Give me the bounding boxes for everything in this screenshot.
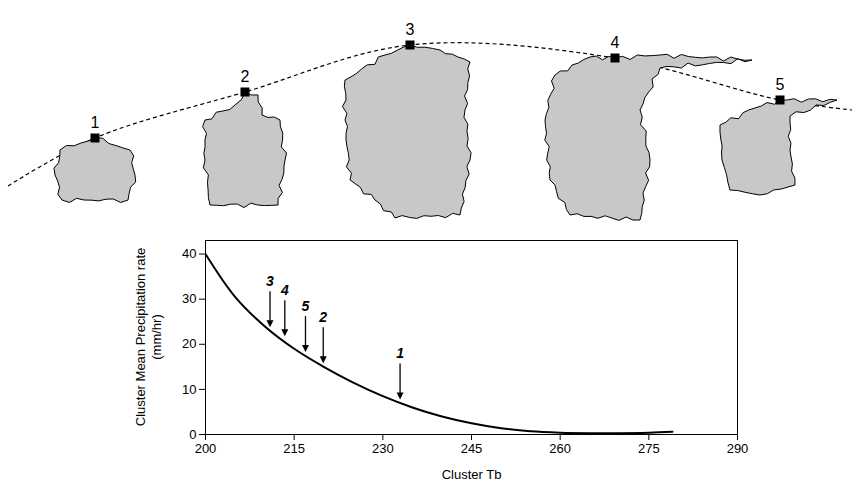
svg-text:0: 0 [189,427,196,442]
svg-text:2: 2 [318,309,327,325]
svg-text:245: 245 [461,441,483,456]
svg-text:1: 1 [91,114,100,131]
svg-text:5: 5 [776,76,785,93]
svg-text:Cluster Mean Precipitation rat: Cluster Mean Precipitation rate [133,248,148,426]
svg-text:290: 290 [727,441,749,456]
svg-text:230: 230 [372,441,394,456]
svg-text:2: 2 [241,68,250,85]
svg-text:3: 3 [406,21,415,38]
svg-text:200: 200 [195,441,217,456]
svg-text:275: 275 [638,441,660,456]
svg-text:40: 40 [182,246,196,261]
svg-text:10: 10 [182,382,196,397]
svg-text:3: 3 [266,273,274,289]
svg-text:20: 20 [182,336,196,351]
svg-text:215: 215 [283,441,305,456]
svg-text:30: 30 [182,291,196,306]
svg-text:Cluster Tb: Cluster Tb [442,467,502,482]
svg-text:5: 5 [302,298,310,314]
svg-text:260: 260 [549,441,571,456]
svg-text:4: 4 [280,282,289,298]
svg-text:1: 1 [396,345,404,361]
svg-text:4: 4 [611,34,620,51]
svg-text:(mm/hr): (mm/hr) [149,314,164,360]
